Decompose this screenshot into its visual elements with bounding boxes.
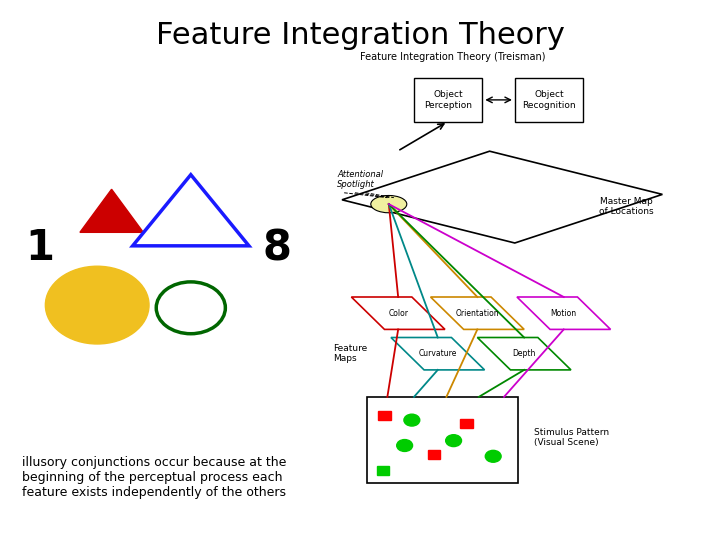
Text: Feature Integration Theory (Treisman): Feature Integration Theory (Treisman) bbox=[360, 52, 546, 62]
Bar bbox=[461, 419, 473, 429]
Text: Object
Recognition: Object Recognition bbox=[522, 90, 576, 110]
Circle shape bbox=[485, 450, 501, 462]
Text: 1: 1 bbox=[25, 227, 54, 269]
Circle shape bbox=[446, 435, 462, 447]
Ellipse shape bbox=[371, 195, 407, 213]
Bar bbox=[379, 411, 391, 420]
Text: Curvature: Curvature bbox=[418, 349, 457, 358]
Polygon shape bbox=[431, 297, 524, 329]
Bar bbox=[428, 450, 441, 459]
Bar bbox=[377, 466, 390, 475]
FancyBboxPatch shape bbox=[414, 78, 482, 122]
Text: Stimulus Pattern
(Visual Scene): Stimulus Pattern (Visual Scene) bbox=[534, 428, 609, 447]
Text: Attentional
Spotlight: Attentional Spotlight bbox=[337, 170, 383, 189]
Polygon shape bbox=[351, 297, 445, 329]
Circle shape bbox=[404, 414, 420, 426]
Text: illusory conjunctions occur because at the
beginning of the perceptual process e: illusory conjunctions occur because at t… bbox=[22, 456, 286, 500]
Polygon shape bbox=[517, 297, 611, 329]
FancyBboxPatch shape bbox=[367, 397, 518, 483]
Text: Feature
Maps: Feature Maps bbox=[333, 344, 367, 363]
Text: Feature Integration Theory: Feature Integration Theory bbox=[156, 21, 564, 50]
FancyBboxPatch shape bbox=[515, 78, 583, 122]
Circle shape bbox=[45, 266, 149, 344]
Text: 8: 8 bbox=[263, 227, 292, 269]
Polygon shape bbox=[391, 338, 485, 370]
Text: Orientation: Orientation bbox=[456, 309, 499, 318]
Text: Color: Color bbox=[388, 309, 408, 318]
Text: Motion: Motion bbox=[551, 309, 577, 318]
Polygon shape bbox=[80, 190, 143, 232]
Text: Depth: Depth bbox=[513, 349, 536, 358]
Text: Object
Perception: Object Perception bbox=[424, 90, 472, 110]
Polygon shape bbox=[477, 338, 571, 370]
Circle shape bbox=[397, 440, 413, 451]
Text: Master Map
of Locations: Master Map of Locations bbox=[599, 197, 654, 216]
